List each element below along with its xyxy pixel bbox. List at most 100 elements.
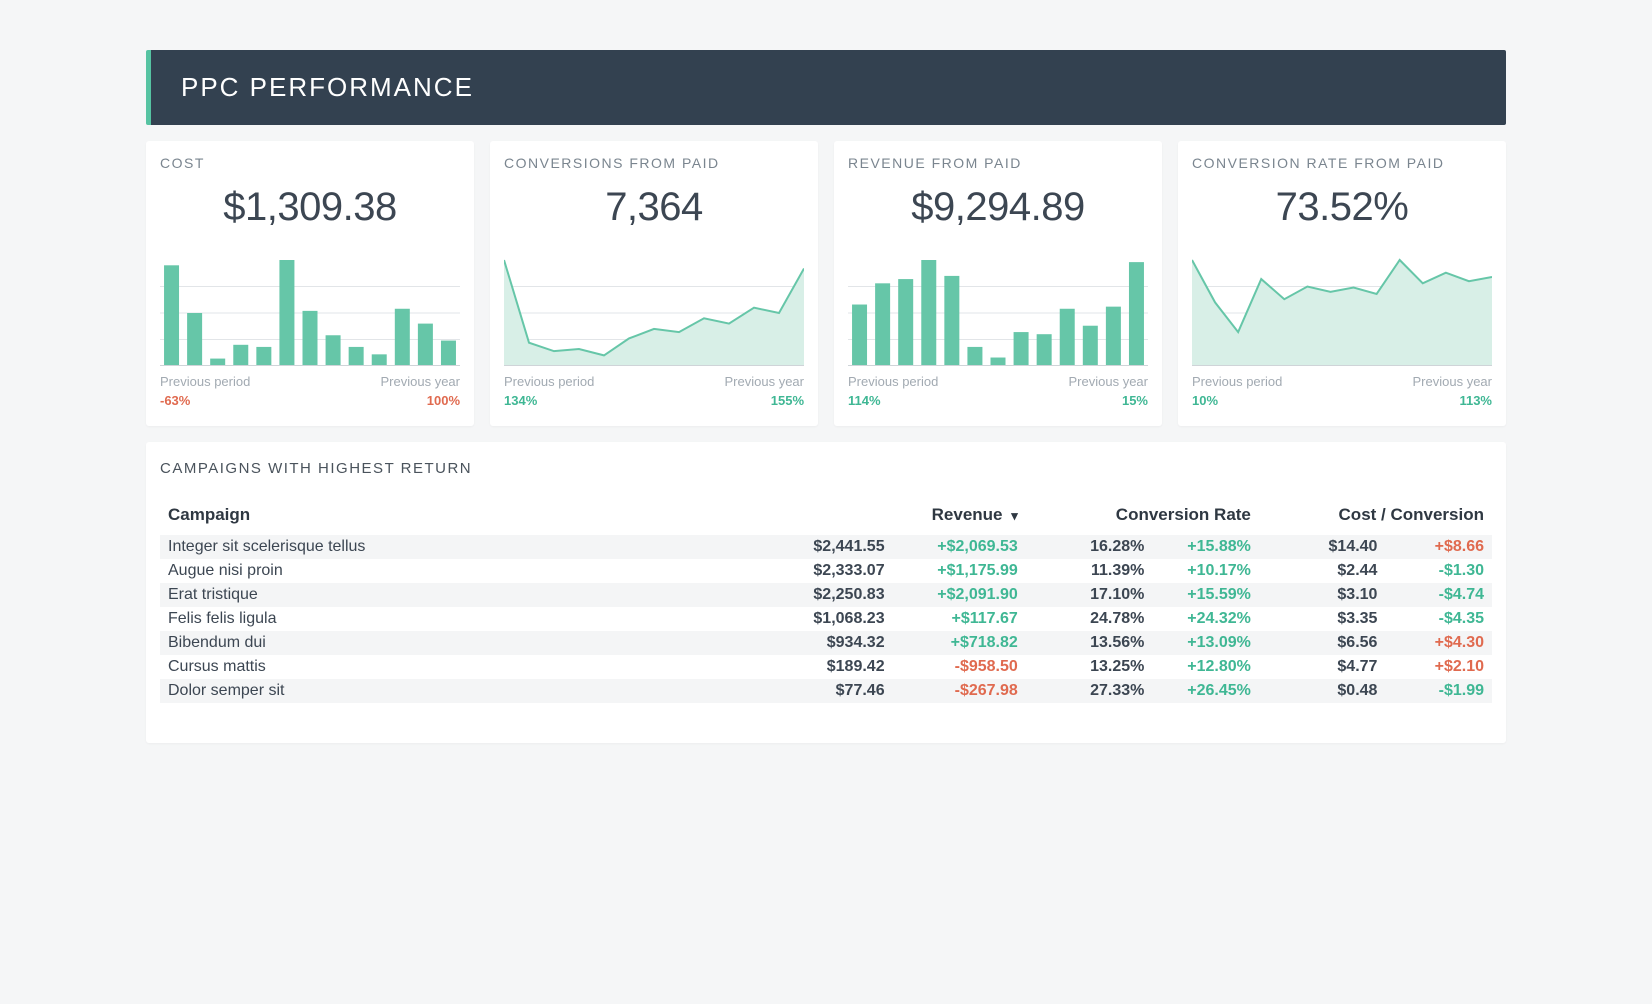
metric-card-cost: COST $1,309.38 Previous period -63% Prev… bbox=[146, 141, 474, 426]
cell-cpc-delta: -$4.35 bbox=[1385, 607, 1492, 631]
table-row[interactable]: Erat tristique $2,250.83 +$2,091.90 17.1… bbox=[160, 583, 1492, 607]
metric-card-comparison: Previous period 114% Previous year 15% bbox=[848, 374, 1148, 408]
cell-revenue-delta: +$718.82 bbox=[893, 631, 1026, 655]
cell-rate-delta: +15.88% bbox=[1152, 535, 1259, 559]
prev-period-label: Previous period bbox=[504, 374, 594, 389]
metric-card-value: $1,309.38 bbox=[160, 185, 460, 230]
cell-campaign: Felis felis ligula bbox=[160, 607, 773, 631]
chevron-down-icon: ▾ bbox=[1011, 508, 1018, 524]
prev-year-value: 100% bbox=[427, 393, 460, 408]
cell-revenue: $1,068.23 bbox=[773, 607, 893, 631]
metric-card-chart bbox=[848, 254, 1148, 366]
dashboard: PPC PERFORMANCE COST $1,309.38 Previous … bbox=[146, 50, 1506, 743]
cell-rate: 16.28% bbox=[1059, 535, 1152, 559]
metric-card-value: 73.52% bbox=[1192, 185, 1492, 230]
cell-revenue-delta: -$267.98 bbox=[893, 679, 1026, 703]
col-header-cost-per-conversion[interactable]: Cost / Conversion bbox=[1292, 499, 1492, 535]
metric-card-title: CONVERSIONS FROM PAID bbox=[504, 155, 804, 171]
cell-revenue-delta: -$958.50 bbox=[893, 655, 1026, 679]
cell-rate: 27.33% bbox=[1059, 679, 1152, 703]
cell-cpc-delta: +$8.66 bbox=[1385, 535, 1492, 559]
table-row[interactable]: Integer sit scelerisque tellus $2,441.55… bbox=[160, 535, 1492, 559]
cell-revenue-delta: +$117.67 bbox=[893, 607, 1026, 631]
cell-revenue: $2,333.07 bbox=[773, 559, 893, 583]
metric-card-chart bbox=[160, 254, 460, 366]
prev-period-value: 10% bbox=[1192, 393, 1218, 408]
cell-cpc-delta: +$4.30 bbox=[1385, 631, 1492, 655]
prev-period-value: 114% bbox=[848, 393, 881, 408]
cell-campaign: Augue nisi proin bbox=[160, 559, 773, 583]
table-row[interactable]: Felis felis ligula $1,068.23 +$117.67 24… bbox=[160, 607, 1492, 631]
metric-cards-row: COST $1,309.38 Previous period -63% Prev… bbox=[146, 141, 1506, 426]
cell-cpc-delta: -$1.30 bbox=[1385, 559, 1492, 583]
cell-rate: 13.56% bbox=[1059, 631, 1152, 655]
table-header-row: Campaign Revenue ▾ Conversion Rate Cost … bbox=[160, 499, 1492, 535]
cell-rate: 11.39% bbox=[1059, 559, 1152, 583]
campaigns-table-card: CAMPAIGNS WITH HIGHEST RETURN Campaign R… bbox=[146, 442, 1506, 743]
metric-card-chart bbox=[504, 254, 804, 366]
prev-year-label: Previous year bbox=[725, 374, 804, 389]
cell-campaign: Erat tristique bbox=[160, 583, 773, 607]
metric-card-value: $9,294.89 bbox=[848, 185, 1148, 230]
metric-card-title: CONVERSION RATE FROM PAID bbox=[1192, 155, 1492, 171]
cell-revenue-delta: +$2,091.90 bbox=[893, 583, 1026, 607]
prev-period-label: Previous period bbox=[160, 374, 250, 389]
cell-cpc: $14.40 bbox=[1292, 535, 1385, 559]
prev-period-value: -63% bbox=[160, 393, 190, 408]
cell-cpc: $2.44 bbox=[1292, 559, 1385, 583]
cell-rate-delta: +12.80% bbox=[1152, 655, 1259, 679]
prev-year-label: Previous year bbox=[1069, 374, 1148, 389]
cell-campaign: Integer sit scelerisque tellus bbox=[160, 535, 773, 559]
cell-revenue-delta: +$1,175.99 bbox=[893, 559, 1026, 583]
metric-card-conv_rate: CONVERSION RATE FROM PAID 73.52% Previou… bbox=[1178, 141, 1506, 426]
metric-card-conversions: CONVERSIONS FROM PAID 7,364 Previous per… bbox=[490, 141, 818, 426]
metric-card-value: 7,364 bbox=[504, 185, 804, 230]
cell-rate: 13.25% bbox=[1059, 655, 1152, 679]
col-header-campaign[interactable]: Campaign bbox=[160, 499, 773, 535]
table-row[interactable]: Bibendum dui $934.32 +$718.82 13.56% +13… bbox=[160, 631, 1492, 655]
cell-revenue: $2,441.55 bbox=[773, 535, 893, 559]
cell-campaign: Dolor semper sit bbox=[160, 679, 773, 703]
cell-revenue: $189.42 bbox=[773, 655, 893, 679]
prev-year-label: Previous year bbox=[1413, 374, 1492, 389]
cell-rate-delta: +24.32% bbox=[1152, 607, 1259, 631]
cell-revenue: $934.32 bbox=[773, 631, 893, 655]
metric-card-title: REVENUE FROM PAID bbox=[848, 155, 1148, 171]
cell-rate: 24.78% bbox=[1059, 607, 1152, 631]
cell-cpc-delta: +$2.10 bbox=[1385, 655, 1492, 679]
col-header-revenue[interactable]: Revenue ▾ bbox=[773, 499, 1026, 535]
metric-card-chart bbox=[1192, 254, 1492, 366]
cell-cpc: $3.10 bbox=[1292, 583, 1385, 607]
metric-card-comparison: Previous period 10% Previous year 113% bbox=[1192, 374, 1492, 408]
prev-year-label: Previous year bbox=[381, 374, 460, 389]
section-title: PPC PERFORMANCE bbox=[181, 72, 1476, 103]
cell-revenue-delta: +$2,069.53 bbox=[893, 535, 1026, 559]
section-header: PPC PERFORMANCE bbox=[146, 50, 1506, 125]
metric-card-revenue: REVENUE FROM PAID $9,294.89 Previous per… bbox=[834, 141, 1162, 426]
cell-rate-delta: +26.45% bbox=[1152, 679, 1259, 703]
cell-campaign: Cursus mattis bbox=[160, 655, 773, 679]
prev-year-value: 113% bbox=[1459, 393, 1492, 408]
prev-period-label: Previous period bbox=[848, 374, 938, 389]
cell-campaign: Bibendum dui bbox=[160, 631, 773, 655]
cell-cpc-delta: -$4.74 bbox=[1385, 583, 1492, 607]
prev-period-label: Previous period bbox=[1192, 374, 1282, 389]
cell-revenue: $77.46 bbox=[773, 679, 893, 703]
metric-card-title: COST bbox=[160, 155, 460, 171]
col-header-conversion-rate[interactable]: Conversion Rate bbox=[1059, 499, 1259, 535]
metric-card-comparison: Previous period 134% Previous year 155% bbox=[504, 374, 804, 408]
cell-rate: 17.10% bbox=[1059, 583, 1152, 607]
table-title: CAMPAIGNS WITH HIGHEST RETURN bbox=[160, 460, 1492, 477]
campaigns-table: Campaign Revenue ▾ Conversion Rate Cost … bbox=[160, 499, 1492, 703]
prev-year-value: 155% bbox=[771, 393, 804, 408]
cell-cpc-delta: -$1.99 bbox=[1385, 679, 1492, 703]
table-row[interactable]: Augue nisi proin $2,333.07 +$1,175.99 11… bbox=[160, 559, 1492, 583]
prev-period-value: 134% bbox=[504, 393, 537, 408]
cell-cpc: $6.56 bbox=[1292, 631, 1385, 655]
metric-card-comparison: Previous period -63% Previous year 100% bbox=[160, 374, 460, 408]
table-row[interactable]: Cursus mattis $189.42 -$958.50 13.25% +1… bbox=[160, 655, 1492, 679]
prev-year-value: 15% bbox=[1122, 393, 1148, 408]
cell-rate-delta: +15.59% bbox=[1152, 583, 1259, 607]
cell-cpc: $0.48 bbox=[1292, 679, 1385, 703]
table-row[interactable]: Dolor semper sit $77.46 -$267.98 27.33% … bbox=[160, 679, 1492, 703]
